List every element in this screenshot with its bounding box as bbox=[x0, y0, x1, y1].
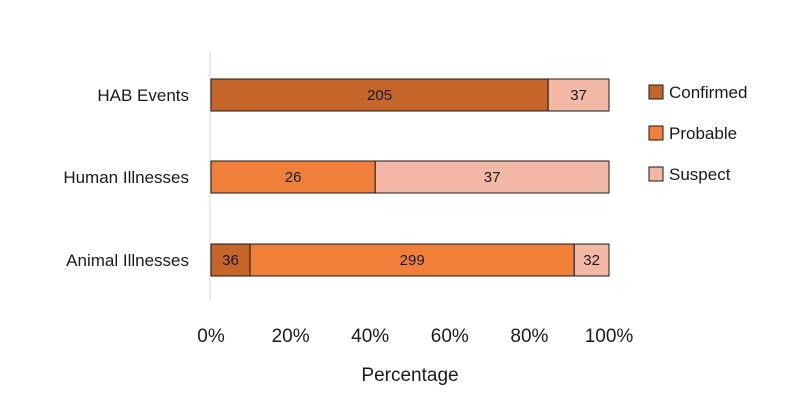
x-tick-label: 60% bbox=[431, 326, 469, 347]
category-label-hab-events: HAB Events bbox=[97, 86, 189, 105]
legend-label-probable: Probable bbox=[669, 124, 737, 143]
x-axis-title: Percentage bbox=[361, 365, 458, 386]
category-label-human-illnesses: Human Illnesses bbox=[63, 168, 189, 187]
data-label-animal-illnesses-suspect: 32 bbox=[583, 252, 600, 269]
bar-human-illnesses-probable bbox=[210, 160, 376, 194]
bar-human-illnesses-suspect bbox=[374, 160, 610, 194]
category-labels: HAB Events Human Illnesses Animal Illnesse… bbox=[63, 86, 189, 270]
bars-group: 205 37 26 37 36 299 32 bbox=[210, 78, 610, 277]
legend-swatch-suspect bbox=[648, 166, 664, 182]
data-label-animal-illnesses-probable: 299 bbox=[400, 252, 425, 269]
x-tick-labels: 0% 20% 40% 60% 80% 100% bbox=[197, 326, 633, 347]
x-tick-label: 20% bbox=[272, 326, 310, 347]
legend-label-suspect: Suspect bbox=[669, 165, 731, 184]
x-tick-label: 80% bbox=[510, 326, 548, 347]
x-tick-label: 40% bbox=[351, 326, 389, 347]
legend-swatch-probable bbox=[648, 125, 664, 141]
x-tick-label: 0% bbox=[197, 326, 225, 347]
bar-hab-events-suspect bbox=[547, 78, 610, 112]
x-tick-label: 100% bbox=[585, 326, 634, 347]
data-label-animal-illnesses-confirmed: 36 bbox=[222, 252, 239, 269]
legend-label-confirmed: Confirmed bbox=[669, 83, 747, 102]
bar-animal-illnesses-suspect bbox=[573, 243, 610, 277]
data-label-human-illnesses-suspect: 37 bbox=[484, 169, 501, 186]
data-label-hab-events-confirmed: 205 bbox=[367, 87, 392, 104]
data-label-human-illnesses-probable: 26 bbox=[285, 169, 302, 186]
bar-animal-illnesses-probable bbox=[249, 243, 575, 277]
legend: Confirmed Probable Suspect bbox=[648, 83, 747, 184]
category-label-animal-illnesses: Animal Illnesses bbox=[66, 251, 189, 270]
data-label-hab-events-suspect: 37 bbox=[570, 87, 587, 104]
legend-swatch-confirmed bbox=[648, 84, 664, 100]
